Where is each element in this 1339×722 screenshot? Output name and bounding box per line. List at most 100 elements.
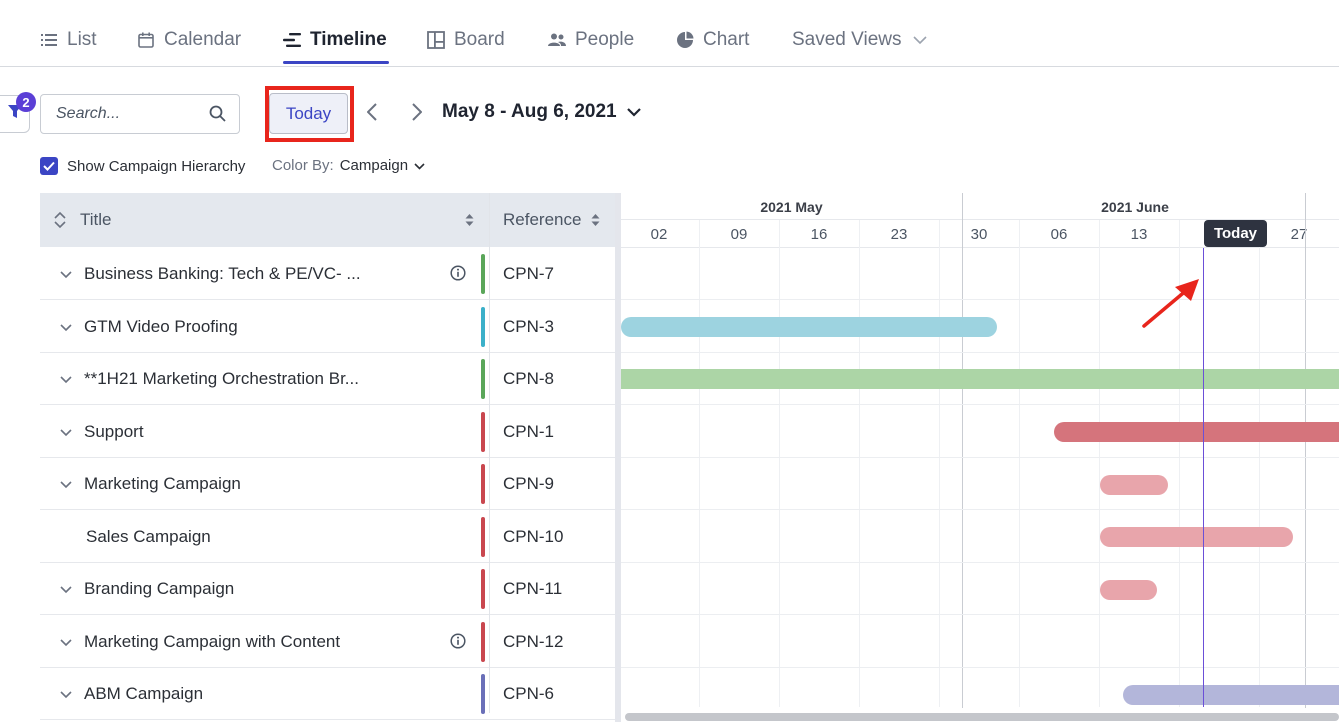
row-separator [621,404,1339,405]
month-label: 2021 June [1101,198,1169,215]
date-range-selector[interactable]: May 8 - Aug 6, 2021 [442,101,641,123]
campaign-color-bar [481,306,485,347]
show-hierarchy-toggle[interactable]: Show Campaign Hierarchy [40,157,245,175]
row-title[interactable]: Branding Campaign [84,579,235,598]
hierarchy-checkbox[interactable] [40,157,58,175]
table-row[interactable]: Support CPN-1 [40,406,615,458]
campaign-bar-cpn-11[interactable] [1100,580,1157,600]
expand-chevron-icon[interactable] [60,634,74,648]
search-icon[interactable] [209,105,226,127]
row-separator [621,667,1339,668]
calendar-icon [137,31,155,49]
tab-people-label: People [575,29,635,50]
view-tabs: List Calendar Timeline Board People Char… [0,0,1339,67]
table-row[interactable]: Marketing Campaign CPN-9 [40,458,615,510]
tab-saved-views[interactable]: Saved Views [792,26,929,54]
campaign-bar-cpn-8[interactable] [621,369,1339,389]
sort-icon[interactable] [465,213,474,232]
next-range-button[interactable] [407,102,427,125]
expand-chevron-icon[interactable] [60,476,74,490]
color-by-value: Campaign [339,157,409,174]
search-input[interactable] [41,95,201,133]
row-separator [621,614,1339,615]
row-title[interactable]: Business Banking: Tech & PE/VC- ... [84,264,361,283]
expand-chevron-icon[interactable] [60,581,74,595]
campaign-bar-cpn-9[interactable] [1100,475,1168,495]
campaign-color-bar [481,411,485,452]
week-header: 02 09 16 23 30 06 13 27 [621,220,1339,248]
campaign-bar-cpn-10[interactable] [1100,527,1293,547]
expand-chevron-icon[interactable] [60,371,74,385]
week-label: 16 [810,225,828,243]
campaign-bar-cpn-1[interactable] [1054,422,1339,442]
grid-header: Title Reference [40,193,615,247]
row-title[interactable]: **1H21 Marketing Orchestration Br... [84,369,359,388]
expand-chevron-icon[interactable] [60,686,74,700]
tab-saved-views-label: Saved Views [792,29,902,50]
chevron-down-icon [911,31,929,49]
campaign-color-bar [481,516,485,557]
tab-calendar[interactable]: Calendar [137,26,241,54]
expand-chevron-icon[interactable] [60,424,74,438]
tab-people[interactable]: People [548,26,634,54]
prev-range-button[interactable] [362,102,382,125]
sort-icon[interactable] [591,213,600,232]
row-reference: CPN-10 [503,526,564,546]
color-by-dropdown[interactable]: Color By: Campaign [272,157,425,174]
week-gridline [1019,220,1020,707]
column-reference-label: Reference [503,210,582,229]
week-gridline [1099,220,1100,707]
today-line [1203,248,1204,707]
campaign-color-bar [481,359,485,399]
tab-board[interactable]: Board [427,26,505,54]
row-title[interactable]: Sales Campaign [86,526,211,546]
row-title[interactable]: Marketing Campaign [84,474,241,493]
expand-chevron-icon[interactable] [60,266,74,280]
table-row[interactable]: **1H21 Marketing Orchestration Br... CPN-… [40,353,615,405]
list-icon [40,31,58,49]
month-boundary-line [962,193,963,708]
today-marker: Today [1204,220,1267,247]
week-gridline [699,220,700,707]
row-title[interactable]: GTM Video Proofing [84,316,238,336]
table-row[interactable]: Marketing Campaign with Content CPN-12 [40,616,615,668]
horizontal-scrollbar[interactable] [625,713,1339,721]
week-label: 30 [970,225,988,243]
filter-count-badge: 2 [16,92,36,112]
campaign-bar-cpn-6[interactable] [1123,685,1339,705]
table-row[interactable]: Branding Campaign CPN-11 [40,563,615,615]
table-row[interactable]: Sales Campaign CPN-10 [40,511,615,563]
table-row[interactable]: ABM Campaign CPN-6 [40,668,615,720]
tab-calendar-label: Calendar [164,29,242,50]
week-label: 02 [650,225,668,243]
row-title[interactable]: Marketing Campaign with Content [84,631,341,651]
chevron-down-icon [626,101,641,123]
week-gridline [779,220,780,707]
week-label: 13 [1130,225,1148,243]
row-reference: CPN-6 [503,684,555,703]
column-header-title[interactable]: Title [80,193,112,247]
row-title[interactable]: Support [84,421,144,441]
pane-resize-handle[interactable] [615,193,621,722]
tab-timeline[interactable]: Timeline [283,26,387,54]
table-row[interactable]: GTM Video Proofing CPN-3 [40,301,615,353]
info-icon[interactable] [450,265,466,286]
today-highlight-frame [265,86,354,142]
tab-timeline-label: Timeline [310,29,387,50]
expand-chevron-icon[interactable] [60,319,74,333]
row-separator [621,299,1339,300]
column-header-reference[interactable]: Reference [503,193,581,247]
info-icon[interactable] [450,632,466,654]
today-button[interactable]: Today [269,93,348,134]
annotation-arrow-icon [1141,275,1203,334]
active-tab-indicator [283,61,389,64]
campaign-bar-cpn-3[interactable] [621,317,997,337]
tab-list[interactable]: List [40,26,97,54]
row-separator [621,457,1339,458]
row-title[interactable]: ABM Campaign [84,684,204,703]
tab-chart[interactable]: Chart [676,26,749,54]
table-row[interactable]: Business Banking: Tech & PE/VC- ... CPN-7 [40,248,615,300]
expand-collapse-icon[interactable] [53,211,67,234]
row-reference: CPN-3 [503,316,555,336]
week-gridline [1179,220,1180,707]
